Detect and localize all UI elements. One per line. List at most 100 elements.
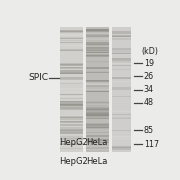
Text: HepG2: HepG2 xyxy=(59,138,88,147)
Bar xyxy=(60,88,83,90)
Bar xyxy=(86,113,109,116)
Bar xyxy=(60,38,83,39)
Bar xyxy=(60,63,83,65)
Bar xyxy=(60,107,83,109)
Bar xyxy=(60,37,83,38)
Bar xyxy=(86,117,109,120)
Bar xyxy=(60,83,83,84)
Bar xyxy=(86,48,109,50)
Bar xyxy=(86,101,109,104)
Bar xyxy=(60,66,83,69)
Bar xyxy=(60,144,83,145)
Bar xyxy=(60,127,83,129)
Bar xyxy=(60,79,83,82)
Bar xyxy=(60,107,83,110)
Bar xyxy=(60,132,83,134)
Bar xyxy=(60,129,83,131)
Bar xyxy=(86,54,109,55)
Bar xyxy=(112,87,131,90)
Bar xyxy=(60,117,83,118)
Bar xyxy=(86,102,109,103)
Bar xyxy=(86,138,109,139)
Bar xyxy=(112,114,131,115)
Bar xyxy=(60,27,83,152)
Bar xyxy=(60,148,83,149)
Bar xyxy=(60,73,83,74)
Text: 19: 19 xyxy=(144,59,154,68)
Bar xyxy=(86,114,109,116)
Bar xyxy=(86,89,109,91)
Bar xyxy=(60,143,83,145)
Bar xyxy=(86,149,109,150)
Bar xyxy=(86,72,109,73)
Bar xyxy=(60,103,83,105)
Bar xyxy=(60,70,83,72)
Bar xyxy=(60,96,83,97)
Bar xyxy=(60,31,83,33)
Bar xyxy=(86,33,109,34)
Bar xyxy=(86,141,109,143)
Bar xyxy=(86,44,109,46)
Bar xyxy=(60,82,83,84)
Bar xyxy=(60,72,83,74)
Bar xyxy=(86,91,109,92)
Bar xyxy=(60,130,83,132)
Text: 85: 85 xyxy=(144,126,154,135)
Bar xyxy=(112,76,131,77)
Bar xyxy=(60,98,83,99)
Bar xyxy=(86,27,109,152)
Bar xyxy=(112,77,131,78)
Bar xyxy=(86,105,109,107)
Bar xyxy=(60,147,83,149)
Bar xyxy=(60,104,83,107)
Bar xyxy=(60,124,83,126)
Bar xyxy=(86,124,109,125)
Bar xyxy=(86,90,109,91)
Bar xyxy=(60,94,83,95)
Bar xyxy=(86,29,109,31)
Bar xyxy=(86,139,109,141)
Bar xyxy=(112,27,131,152)
Bar xyxy=(112,60,131,63)
Bar xyxy=(86,71,109,73)
Bar xyxy=(86,80,109,81)
Bar xyxy=(60,34,83,36)
Bar xyxy=(60,50,83,51)
Bar xyxy=(60,101,83,103)
Bar xyxy=(60,144,83,145)
Bar xyxy=(86,111,109,114)
Bar xyxy=(86,51,109,52)
Bar xyxy=(86,80,109,82)
Bar xyxy=(86,67,109,69)
Bar xyxy=(112,137,131,140)
Bar xyxy=(60,114,83,116)
Bar xyxy=(60,45,83,46)
Bar xyxy=(60,144,83,146)
Bar xyxy=(60,40,83,41)
Bar xyxy=(86,50,109,53)
Bar xyxy=(60,117,83,120)
Bar xyxy=(60,104,83,106)
Bar xyxy=(60,72,83,73)
Bar xyxy=(86,112,109,113)
Text: HeLa: HeLa xyxy=(86,157,108,166)
Bar xyxy=(60,64,83,66)
Bar xyxy=(86,48,109,49)
Text: HeLa: HeLa xyxy=(86,138,108,147)
Bar xyxy=(112,48,131,51)
Bar xyxy=(86,47,109,48)
Bar xyxy=(86,38,109,40)
Bar xyxy=(60,119,83,120)
Bar xyxy=(112,35,131,37)
Bar xyxy=(60,138,83,140)
Bar xyxy=(86,49,109,51)
Bar xyxy=(112,38,131,40)
Bar xyxy=(112,50,131,51)
Bar xyxy=(112,81,131,82)
Bar xyxy=(60,122,83,123)
Bar xyxy=(86,116,109,118)
Bar xyxy=(86,118,109,119)
Bar xyxy=(60,67,83,68)
Bar xyxy=(60,91,83,93)
Bar xyxy=(60,104,83,105)
